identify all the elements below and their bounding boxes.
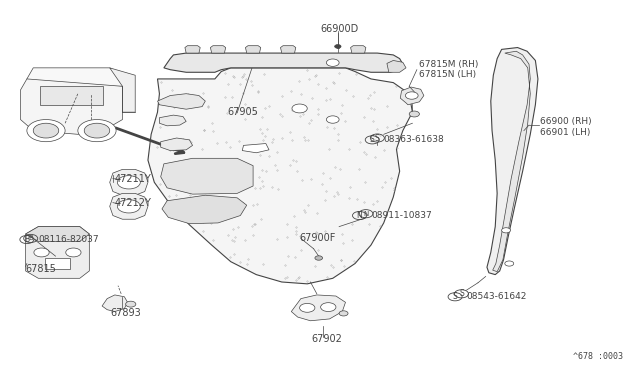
Circle shape <box>125 301 136 307</box>
Text: 08911-10837: 08911-10837 <box>371 211 432 220</box>
Polygon shape <box>487 48 538 275</box>
Polygon shape <box>185 46 200 53</box>
Text: B: B <box>24 235 29 244</box>
Polygon shape <box>211 46 226 53</box>
Polygon shape <box>45 258 70 269</box>
Polygon shape <box>40 86 103 105</box>
Circle shape <box>117 200 140 213</box>
Circle shape <box>405 92 418 99</box>
Polygon shape <box>493 51 531 272</box>
Polygon shape <box>280 46 296 53</box>
Text: ^678 :0003: ^678 :0003 <box>573 352 623 361</box>
Text: 67815: 67815 <box>26 264 56 274</box>
Polygon shape <box>291 295 346 321</box>
Circle shape <box>315 256 323 260</box>
Text: 67893: 67893 <box>110 308 141 318</box>
Polygon shape <box>27 68 129 86</box>
Circle shape <box>117 176 140 189</box>
Text: 66900 (RH)
66901 (LH): 66900 (RH) 66901 (LH) <box>540 117 591 137</box>
Polygon shape <box>162 195 246 224</box>
Circle shape <box>321 303 336 311</box>
Text: S: S <box>459 289 464 298</box>
Polygon shape <box>109 193 148 219</box>
Polygon shape <box>26 227 90 278</box>
Polygon shape <box>351 46 366 53</box>
Text: N: N <box>356 211 362 220</box>
Text: 67905: 67905 <box>228 107 259 117</box>
Text: S: S <box>370 135 374 144</box>
Polygon shape <box>243 144 269 153</box>
Polygon shape <box>148 68 412 284</box>
Text: 08363-61638: 08363-61638 <box>384 135 444 144</box>
Circle shape <box>84 123 109 138</box>
Text: 47212Y: 47212Y <box>115 198 152 208</box>
Text: 08116-82037: 08116-82037 <box>38 235 99 244</box>
Polygon shape <box>161 158 253 194</box>
Polygon shape <box>400 87 424 105</box>
Circle shape <box>292 104 307 113</box>
Text: 67815M (RH)
67815N (LH): 67815M (RH) 67815N (LH) <box>419 60 478 79</box>
Circle shape <box>326 116 339 123</box>
Circle shape <box>27 119 65 142</box>
Circle shape <box>326 59 339 66</box>
Polygon shape <box>26 227 90 241</box>
Polygon shape <box>109 68 135 112</box>
Text: S: S <box>452 292 458 301</box>
Text: 47211Y: 47211Y <box>115 174 152 184</box>
Polygon shape <box>387 61 406 72</box>
Polygon shape <box>246 46 260 53</box>
Text: 08543-61642: 08543-61642 <box>467 292 527 301</box>
Polygon shape <box>20 79 122 134</box>
Text: 67900F: 67900F <box>300 233 336 243</box>
Text: 67902: 67902 <box>311 334 342 344</box>
Circle shape <box>339 311 348 316</box>
Circle shape <box>33 123 59 138</box>
Circle shape <box>78 119 116 142</box>
Circle shape <box>66 248 81 257</box>
Polygon shape <box>157 94 205 109</box>
Polygon shape <box>164 53 403 72</box>
Polygon shape <box>159 115 186 126</box>
Polygon shape <box>109 169 148 195</box>
Polygon shape <box>102 295 127 311</box>
Circle shape <box>502 228 511 233</box>
Circle shape <box>335 45 341 48</box>
Circle shape <box>505 261 514 266</box>
Circle shape <box>409 111 419 117</box>
Text: B: B <box>28 235 33 241</box>
Text: 66900D: 66900D <box>320 24 358 34</box>
Text: S: S <box>375 134 380 142</box>
Circle shape <box>300 304 315 312</box>
Circle shape <box>34 248 49 257</box>
Text: N: N <box>364 211 369 217</box>
Polygon shape <box>161 138 193 151</box>
